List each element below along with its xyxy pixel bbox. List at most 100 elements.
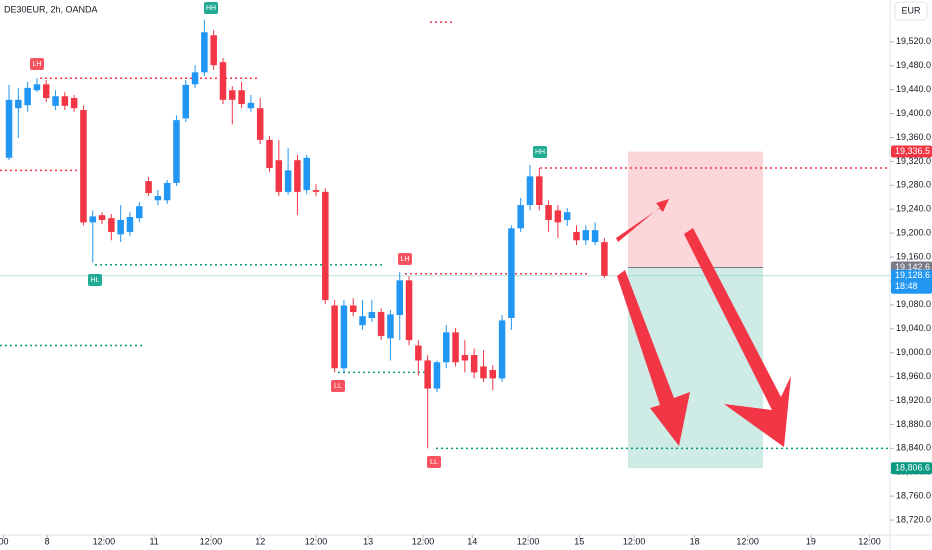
candle-body (294, 160, 301, 192)
arrow (684, 228, 791, 447)
candle-body (173, 120, 180, 183)
candle-body (331, 305, 338, 369)
x-tick-label: 00 (0, 536, 8, 546)
arrow (616, 199, 669, 242)
y-tick-label: 19,520.0 (896, 36, 931, 46)
candle-body (42, 84, 50, 99)
candle-body (210, 35, 217, 66)
candle-body (359, 316, 366, 326)
candle-body (303, 157, 310, 191)
candle-body (154, 196, 162, 201)
x-tick-label: 19 (806, 536, 816, 546)
y-tick-label: 19,360.0 (896, 132, 931, 142)
y-tick-label: 19,320.0 (896, 156, 931, 166)
pivot-badge (533, 146, 547, 158)
pivot-badge (331, 380, 345, 392)
y-tick-label: 19,480.0 (896, 60, 931, 70)
y-tick-label: 18,880.0 (896, 419, 931, 429)
price-tag (891, 269, 932, 294)
candle-body (517, 205, 524, 229)
candle-body (33, 84, 41, 91)
price-tag-label: 19,142.6 (895, 262, 930, 272)
currency-label: EUR (901, 5, 921, 15)
y-tick-label: 19,240.0 (896, 204, 931, 214)
candle-body (266, 139, 273, 168)
arrow (617, 270, 690, 446)
y-tick-label: 18,960.0 (896, 371, 931, 381)
x-tick-label: 15 (574, 536, 584, 546)
candle-body (219, 62, 227, 100)
y-tick-label: 18,720.0 (896, 514, 931, 524)
candle-body (424, 360, 431, 389)
candles-layer (5, 19, 608, 449)
candle-body (368, 312, 376, 319)
price-tag-label: 19,128.6 (895, 270, 930, 280)
price-tag (891, 462, 932, 475)
candle-body (349, 305, 357, 313)
candle-body (145, 181, 152, 194)
pivot-label: HL (91, 277, 100, 284)
x-tick-label: 12:00 (623, 536, 646, 546)
pivot-badge (427, 456, 441, 468)
candle-body (191, 72, 199, 85)
candle-body (461, 355, 469, 361)
y-tick-label: 19,200.0 (896, 228, 931, 238)
candle-body (582, 230, 590, 241)
pivot-badge (30, 58, 44, 70)
x-tick-label: 12:00 (200, 536, 223, 546)
candle-body (387, 314, 394, 339)
y-tick-label: 19,400.0 (896, 108, 931, 118)
candle-body (591, 230, 599, 243)
y-tick-label: 19,080.0 (896, 299, 931, 309)
currency-button[interactable] (894, 1, 928, 21)
candle-body (98, 215, 106, 220)
pivot-label: LH (401, 256, 410, 263)
candle-body (415, 345, 422, 361)
candle-body (405, 280, 413, 341)
pivot-badge (88, 274, 102, 286)
candle-body (136, 206, 143, 219)
candle-body (61, 96, 69, 106)
y-tick-label: 18,840.0 (896, 443, 931, 453)
x-tick-label: 12:00 (305, 536, 328, 546)
candle-body (5, 99, 13, 158)
candle-body (117, 219, 124, 235)
y-tick-label: 19,440.0 (896, 84, 931, 94)
candle-body (508, 228, 515, 319)
candle-body (498, 320, 506, 379)
candle-body (489, 370, 497, 379)
pivot-label: HH (206, 5, 216, 12)
pivot-label: LL (430, 459, 438, 466)
candle-body (554, 210, 562, 223)
candle-body (15, 99, 22, 109)
candle-body (238, 90, 245, 105)
price-tag-label: 18,806.6 (895, 463, 930, 473)
x-tick-label: 13 (363, 536, 373, 546)
candle-body (536, 176, 543, 206)
y-tick-label: 19,040.0 (896, 323, 931, 333)
candle-body (601, 242, 608, 276)
x-tick-label: 11 (149, 536, 158, 546)
candle-body (433, 362, 441, 389)
candle-body (70, 98, 78, 109)
x-tick-label: 14 (467, 536, 477, 546)
price-tag-label: 19,336.5 (895, 146, 930, 156)
x-tick-label: 12:00 (412, 536, 435, 546)
candle-body (545, 205, 552, 220)
symbol-header: DE30EUR, 2h, OANDA (4, 4, 98, 14)
candle-body (275, 160, 283, 192)
x-tick-label: 12 (255, 536, 265, 546)
x-tick-label: 12:00 (93, 536, 116, 546)
candle-body (201, 32, 208, 73)
x-tick-label: 8 (45, 536, 50, 546)
candle-body (340, 305, 348, 369)
countdown: 18:48 (895, 281, 918, 291)
y-tick-label: 18,760.0 (896, 491, 931, 501)
levels-layer (0, 21, 890, 450)
candle-body (247, 102, 255, 109)
candle-body (24, 87, 31, 106)
pivot-badge (398, 253, 412, 265)
